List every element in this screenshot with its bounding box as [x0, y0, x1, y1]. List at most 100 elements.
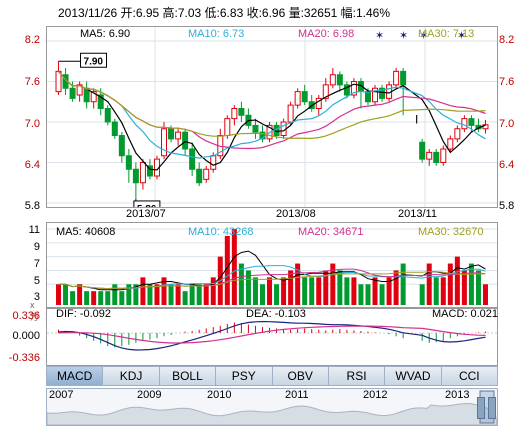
quote-summary: 2013/11/26 开:6.95 高:7.03 低:6.83 收:6.96 量…	[58, 6, 390, 20]
candle-body	[168, 128, 175, 140]
volume-bar	[295, 263, 301, 305]
volume-bar	[302, 277, 308, 305]
volume-chart	[47, 228, 497, 305]
tab-kdj[interactable]: KDJ	[103, 367, 160, 385]
macd-dif: DIF: -0.092	[56, 308, 112, 320]
volume-bar	[98, 291, 104, 305]
tab-macd[interactable]: MACD	[47, 367, 104, 385]
volume-bar	[344, 277, 350, 305]
macd-dea: DEA: -0.103	[246, 308, 306, 320]
navigator-area	[46, 402, 498, 426]
vol-ma5: MA5: 40608	[56, 226, 116, 238]
candle-body	[139, 162, 146, 184]
volume-bar	[386, 277, 392, 305]
candle-body	[379, 87, 386, 99]
time-navigator[interactable]: 2007 2009 2010 2011 2012 2013	[46, 388, 498, 426]
volume-bar	[56, 284, 62, 305]
tab-psy[interactable]: PSY	[216, 367, 273, 385]
navigator-right-handle[interactable]	[488, 397, 496, 419]
volume-bar	[70, 291, 76, 305]
volume-bar	[281, 277, 287, 305]
y-tick: 5	[33, 275, 40, 287]
nav-year: 2007	[49, 389, 74, 401]
tab-wvad[interactable]: WVAD	[385, 367, 442, 385]
event-star-icon: ✶	[457, 30, 466, 42]
volume-bar	[440, 277, 446, 305]
volume-bar	[259, 284, 265, 305]
volume-bar	[358, 284, 364, 305]
tab-boll[interactable]: BOLL	[160, 367, 217, 385]
candle-body	[182, 131, 189, 150]
volume-bar	[393, 270, 399, 305]
candle-body	[322, 84, 329, 99]
tab-obv[interactable]: OBV	[273, 367, 329, 385]
volume-bar	[91, 291, 97, 305]
candle-body	[426, 151, 433, 160]
volume-bar	[168, 284, 174, 305]
vol-ma30: MA30: 32670	[418, 226, 484, 238]
volume-bar	[426, 263, 432, 305]
volume-bar	[224, 235, 230, 305]
volume-bar	[196, 284, 202, 305]
candle-body	[301, 91, 308, 103]
event-star-icon: ✶	[419, 30, 428, 42]
candle-body	[252, 124, 259, 133]
candle-body	[329, 74, 336, 86]
navigator-left-handle[interactable]	[477, 397, 485, 419]
y-tick: 3	[33, 291, 40, 303]
volume-bar	[330, 263, 336, 305]
candle-body	[111, 121, 118, 136]
ma5-line	[58, 71, 486, 171]
y-tick: 7	[33, 258, 40, 270]
volume-bar	[419, 284, 425, 305]
volume-bar	[147, 284, 153, 305]
candle-body	[210, 155, 217, 170]
vol-ma10: MA10: 43268	[188, 226, 254, 238]
vol-ma20: MA20: 34671	[298, 226, 364, 238]
tab-rsi[interactable]: RSI	[329, 367, 386, 385]
candle-body	[294, 91, 301, 106]
candlestick-chart: 7.90 5.86 ✶ ✶ ✶ ✶ I	[47, 27, 497, 216]
volume-bar	[365, 284, 371, 305]
high-label: 7.90	[84, 56, 104, 67]
candle-body	[132, 168, 139, 184]
volume-bar	[309, 277, 315, 305]
candle-body	[76, 84, 83, 96]
volume-bar	[475, 270, 481, 305]
candle-body	[350, 81, 357, 96]
volume-bar	[482, 284, 488, 305]
nav-year: 2013	[445, 389, 470, 401]
event-star-icon: ✶	[399, 30, 408, 42]
volume-bar	[112, 284, 118, 305]
volume-bar	[133, 284, 139, 305]
volume-bar	[140, 277, 146, 305]
candle-body	[400, 70, 407, 86]
y-tick: 5.8	[24, 200, 40, 212]
volume-bar	[274, 284, 280, 305]
nav-year: 2009	[137, 389, 162, 401]
navigator-overview	[46, 390, 498, 426]
volume-bar	[323, 270, 329, 305]
low-label: 5.86	[137, 204, 157, 207]
price-ma5: MA5: 6.90	[80, 28, 131, 40]
candle-body	[372, 87, 379, 103]
candle-body	[189, 148, 196, 170]
y-tick: 6.4	[499, 159, 515, 171]
price-ma10: MA10: 6.73	[188, 28, 245, 40]
price-ma20: MA20: 6.98	[298, 28, 355, 40]
volume-bar	[105, 291, 111, 305]
candle-body	[83, 87, 90, 103]
y-tick: 0.000	[12, 330, 40, 342]
event-star-icon: ✶	[375, 30, 384, 42]
candle-body	[447, 138, 454, 150]
candle-body	[104, 108, 111, 123]
x-label-jul: 2013/07	[126, 208, 166, 220]
dif-line	[58, 320, 486, 351]
volume-bar	[433, 277, 439, 305]
tab-cci[interactable]: CCI	[458, 369, 480, 383]
volume-bar	[154, 284, 160, 305]
y-tick: 7.0	[499, 118, 515, 130]
volume-panel	[46, 222, 498, 308]
nav-year: 2010	[207, 389, 232, 401]
y-tick: 5.8	[499, 200, 515, 212]
